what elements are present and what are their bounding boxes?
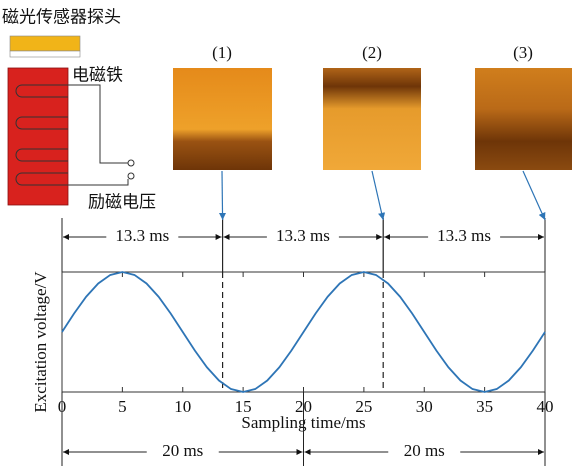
interval-label: 20 ms bbox=[404, 441, 445, 460]
panel-label: (1) bbox=[212, 43, 232, 62]
pointer-arrow bbox=[371, 170, 386, 221]
x-tick-label: 10 bbox=[174, 397, 191, 416]
interval-label: 13.3 ms bbox=[276, 226, 330, 245]
image-3 bbox=[475, 68, 572, 170]
voltage-label: 励磁电压 bbox=[88, 188, 156, 213]
coil bbox=[15, 84, 129, 186]
probe bbox=[9, 35, 81, 52]
panel-label: (3) bbox=[513, 43, 533, 62]
pointer-arrow bbox=[522, 170, 546, 221]
image-1 bbox=[173, 68, 272, 170]
interval-label: 20 ms bbox=[162, 441, 203, 460]
probe-label: 磁光传感器探头 bbox=[2, 3, 121, 28]
x-tick-label: 25 bbox=[355, 397, 372, 416]
interval-label: 13.3 ms bbox=[115, 226, 169, 245]
terminal bbox=[127, 159, 135, 167]
x-tick-label: 35 bbox=[476, 397, 493, 416]
probe-base bbox=[9, 50, 81, 58]
magnet-label: 电磁铁 bbox=[72, 61, 123, 86]
y-axis-label: Excitation voltage/V bbox=[31, 271, 50, 413]
terminal bbox=[127, 172, 135, 180]
x-tick-label: 5 bbox=[118, 397, 127, 416]
electromagnet bbox=[7, 67, 69, 206]
panel-label: (2) bbox=[362, 43, 382, 62]
interval-label: 13.3 ms bbox=[437, 226, 491, 245]
x-tick-label: 15 bbox=[235, 397, 252, 416]
pointer-arrow bbox=[218, 170, 227, 221]
image-2 bbox=[323, 68, 421, 170]
voltage-line bbox=[61, 271, 546, 393]
x-tick-label: 30 bbox=[416, 397, 433, 416]
